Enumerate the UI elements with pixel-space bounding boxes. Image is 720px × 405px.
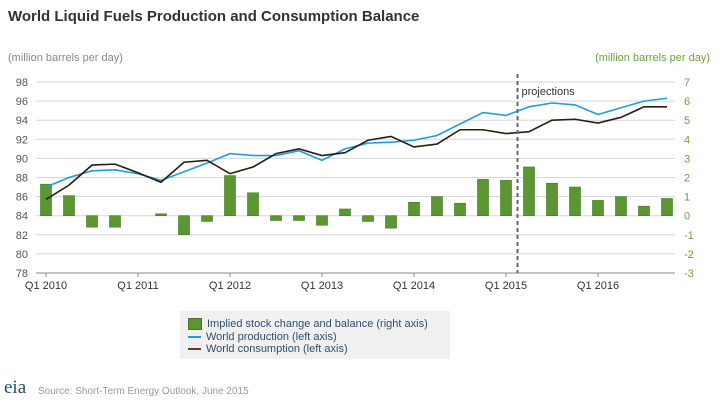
x-tick-label: Q1 2014 — [393, 280, 435, 292]
legend-swatch-bar — [188, 317, 202, 330]
y-tick-left: 98 — [16, 77, 28, 89]
legend-item-consumption: World consumption (left axis) — [188, 342, 348, 355]
y-tick-left: 88 — [16, 173, 28, 185]
bar-stock-change — [615, 196, 627, 217]
eia-logo: eia — [4, 377, 27, 398]
y-axis-left-label: (million barrels per day) — [8, 52, 123, 64]
y-tick-right: -1 — [684, 230, 694, 242]
y-tick-right: 0 — [684, 211, 690, 223]
bar-stock-change — [592, 200, 604, 216]
bar-stock-change — [408, 202, 420, 217]
x-tick-label: Q1 2013 — [301, 280, 343, 292]
y-tick-right: 1 — [684, 192, 690, 204]
y-tick-left: 82 — [16, 230, 28, 242]
y-tick-right: 4 — [684, 134, 690, 146]
y-tick-right: 3 — [684, 153, 690, 165]
bar-stock-change — [569, 186, 581, 217]
bar-stock-change — [362, 215, 374, 222]
bar-stock-change — [523, 166, 535, 216]
legend-item-production: World production (left axis) — [188, 330, 337, 343]
y-tick-left: 84 — [16, 211, 28, 223]
bar-stock-change — [155, 213, 167, 216]
legend-swatch-line — [188, 347, 201, 350]
bar-stock-change — [431, 196, 443, 217]
y-tick-left: 94 — [16, 115, 28, 127]
projections-label: projections — [522, 86, 576, 98]
y-tick-right: 5 — [684, 115, 690, 127]
x-tick-label: Q1 2016 — [577, 280, 619, 292]
bar-stock-change — [201, 215, 213, 222]
y-tick-right: 7 — [684, 77, 690, 89]
legend-label: World production (left axis) — [206, 330, 337, 343]
chart-title: World Liquid Fuels Production and Consum… — [8, 8, 420, 25]
y-tick-left: 96 — [16, 96, 28, 108]
bar-stock-change — [178, 215, 190, 236]
legend-swatch-line — [188, 335, 201, 338]
source-note: Source: Short-Term Energy Outlook, June … — [38, 386, 249, 397]
y-tick-right: -2 — [684, 249, 694, 261]
x-tick-label: Q1 2012 — [209, 280, 251, 292]
bar-stock-change — [661, 198, 673, 216]
x-tick-label: Q1 2015 — [485, 280, 527, 292]
bar-stock-change — [316, 215, 328, 226]
y-tick-right: 2 — [684, 173, 690, 185]
legend-label: Implied stock change and balance (right … — [207, 317, 428, 330]
bar-stock-change — [247, 192, 259, 216]
bar-stock-change — [638, 205, 650, 216]
legend-item-stock-change: Implied stock change and balance (right … — [188, 317, 428, 330]
bar-stock-change — [63, 195, 75, 217]
legend: Implied stock change and balance (right … — [180, 311, 450, 359]
y-tick-left: 90 — [16, 153, 28, 165]
bar-stock-change — [293, 215, 305, 221]
bar-stock-change — [385, 215, 397, 229]
bar-stock-change — [109, 215, 121, 228]
x-tick-label: Q1 2010 — [25, 280, 67, 292]
line-consumption — [45, 106, 667, 201]
y-tick-left: 80 — [16, 249, 28, 261]
bar-stock-change — [86, 215, 98, 228]
bar-stock-change — [500, 180, 512, 217]
y-axis-right-label: (million barrels per day) — [595, 52, 710, 64]
y-tick-left: 86 — [16, 192, 28, 204]
bar-stock-change — [270, 215, 282, 221]
bar-stock-change — [339, 208, 351, 216]
bar-stock-change — [477, 179, 489, 217]
bar-stock-change — [454, 202, 466, 217]
x-tick-label: Q1 2011 — [117, 280, 158, 292]
legend-label: World consumption (left axis) — [206, 342, 348, 355]
y-tick-right: 6 — [684, 96, 690, 108]
y-tick-right: -3 — [684, 268, 694, 280]
y-tick-left: 78 — [16, 268, 28, 280]
y-tick-left: 92 — [16, 134, 28, 146]
bar-stock-change — [40, 183, 52, 216]
bar-stock-change — [546, 182, 558, 216]
bar-stock-change — [224, 175, 236, 216]
